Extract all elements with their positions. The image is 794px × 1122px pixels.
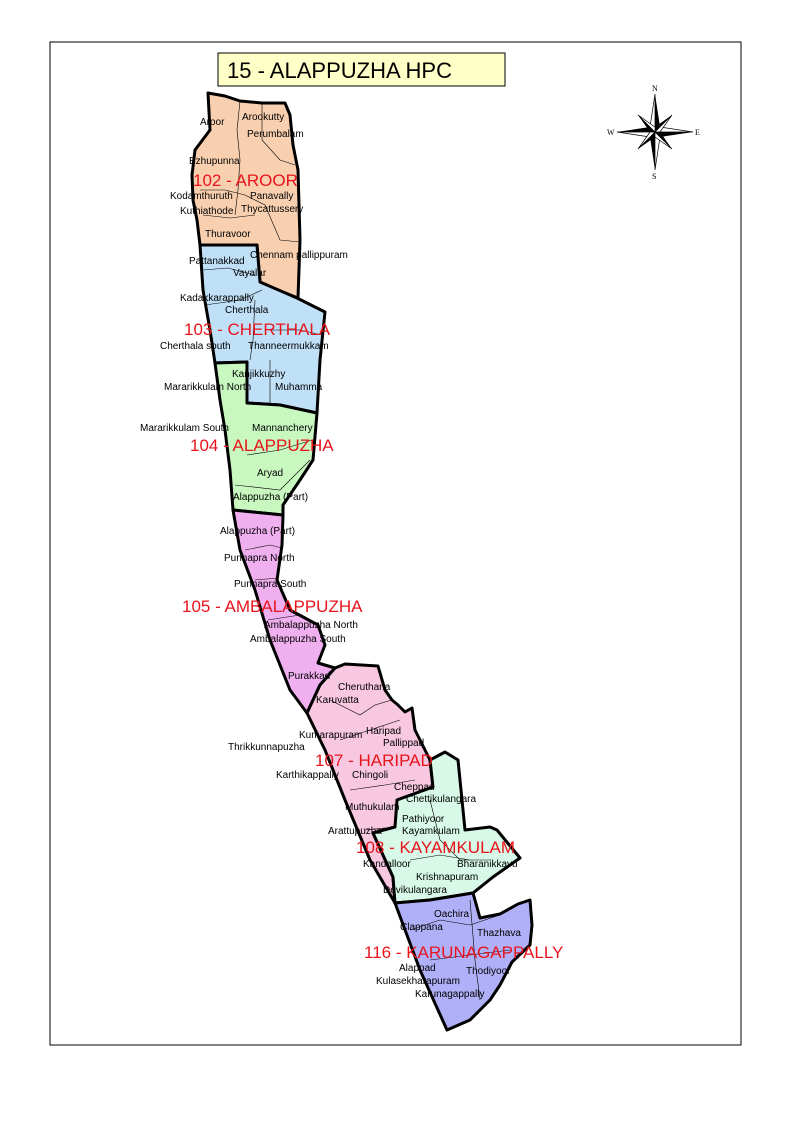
constituency-areas xyxy=(190,91,534,1032)
village-label: Thuravoor xyxy=(205,229,251,240)
village-label: Karunagappally xyxy=(415,989,485,1000)
village-label: Ezhupunna xyxy=(189,156,240,167)
village-label: Thazhava xyxy=(477,928,521,939)
village-label: Chingoli xyxy=(352,770,388,781)
title-box: 15 - ALAPPUZHA HPC xyxy=(217,52,506,87)
village-label: Perumbalam xyxy=(247,129,304,140)
constituency-label-aroor: 102 - AROOR xyxy=(193,171,298,190)
village-label: Vayalar xyxy=(233,268,267,279)
map-title: 15 - ALAPPUZHA HPC xyxy=(227,58,452,83)
village-label: Punnapra South xyxy=(234,579,306,590)
village-boundaries xyxy=(200,100,511,1001)
compass-south: S xyxy=(652,172,656,181)
village-label: Kodamthuruth xyxy=(170,191,233,202)
compass-east: E xyxy=(695,128,700,137)
village-label: Thodiyoor xyxy=(466,966,511,977)
compass-west: W xyxy=(607,128,615,137)
constituency-label-alappuzha: 104 - ALAPPUZHA xyxy=(190,436,334,455)
village-label: Arookutty xyxy=(242,112,284,123)
village-label: Pallippad xyxy=(383,738,424,749)
village-label: Thrikkunnapuzha xyxy=(228,742,305,753)
village-label: Kayamkulam xyxy=(402,826,460,837)
village-label: Cheppad xyxy=(394,782,435,793)
constituency-label-ambalappuzha: 105 - AMBALAPPUZHA xyxy=(182,597,363,616)
village-label: Arattupuzha xyxy=(328,826,382,837)
village-label: Alappuzha (Part) xyxy=(220,526,295,537)
compass-rose-icon: N S E W xyxy=(607,84,700,181)
map-frame xyxy=(49,41,742,1046)
area-ambalappuzha[interactable] xyxy=(231,508,337,715)
village-label: Devikulangara xyxy=(383,885,447,896)
village-label: Chettikulangara xyxy=(406,794,476,805)
title-frame xyxy=(217,52,506,87)
village-label: Kulasekharapuram xyxy=(376,976,460,987)
village-label: Panavally xyxy=(250,191,293,202)
village-label: Ambalappuzha South xyxy=(250,634,346,645)
village-label: Kandalloor xyxy=(363,859,411,870)
village-label: Kadakkarappally xyxy=(180,293,254,304)
village-label: Alappad xyxy=(399,963,436,974)
village-label: Punnapra North xyxy=(224,553,295,564)
constituency-label-haripad: 107 - HARIPAD xyxy=(315,751,433,770)
village-label: Krishnapuram xyxy=(416,872,478,883)
village-label: Cherthala xyxy=(225,305,269,316)
village-label: Mararikkulam North xyxy=(164,382,251,393)
village-label: Cherthala south xyxy=(160,341,231,352)
village-label: Thanneermukkam xyxy=(248,341,329,352)
village-label: Kanjikkuzhy xyxy=(232,369,285,380)
village-label: Kuthiathode xyxy=(180,206,234,217)
village-label: Aroor xyxy=(200,117,225,128)
village-label: Thycattussery xyxy=(241,204,303,215)
village-labels: Aroor Arookutty Perumbalam Ezhupunna Kod… xyxy=(140,112,521,1000)
village-label: Muhamma xyxy=(275,382,323,393)
constituency-labels: 102 - AROOR 103 - CHERTHALA 104 - ALAPPU… xyxy=(182,171,563,962)
village-label: Clappana xyxy=(400,922,443,933)
village-label: Mararikkulam South xyxy=(140,423,229,434)
area-alappuzha[interactable] xyxy=(213,360,319,517)
constituency-label-cherthala: 103 - CHERTHALA xyxy=(184,320,331,339)
village-label: Aryad xyxy=(257,468,283,479)
village-label: Alappuzha (Part) xyxy=(233,492,308,503)
village-label: Karuvatta xyxy=(316,695,359,706)
area-kayamkulam[interactable] xyxy=(371,750,522,905)
village-label: Ambalappuzha North xyxy=(264,620,358,631)
village-label: Muthukulam xyxy=(345,802,399,813)
village-label: Pattanakkad xyxy=(189,256,245,267)
village-label: Cheruthana xyxy=(338,682,391,693)
village-label: Oachira xyxy=(434,909,469,920)
village-label: Mannanchery xyxy=(252,423,313,434)
village-label: Chennam pallippuram xyxy=(250,250,348,261)
village-label: Pathiyoor xyxy=(402,814,445,825)
area-karunagappally[interactable] xyxy=(393,891,534,1032)
village-label: Haripad xyxy=(366,726,401,737)
constituency-label-karunagappally: 116 - KARUNAGAPPALLY xyxy=(364,943,563,962)
compass-north: N xyxy=(652,84,658,93)
village-label: Purakkad xyxy=(288,671,330,682)
village-label: Karthikappally xyxy=(276,770,339,781)
village-label: Kumarapuram xyxy=(299,730,362,741)
village-label: Bharanikkavu xyxy=(457,859,518,870)
constituency-label-kayamkulam: 108 - KAYAMKULAM xyxy=(356,838,515,857)
